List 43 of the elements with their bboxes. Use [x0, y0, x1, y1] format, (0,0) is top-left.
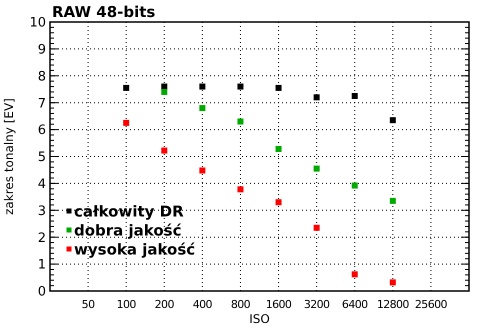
point [314, 94, 320, 100]
point [123, 84, 130, 91]
x-tick-label: 6400 [342, 298, 368, 311]
point [352, 271, 358, 278]
y-tick-label: 9 [38, 42, 46, 58]
y-tick-label: 6 [38, 123, 46, 138]
y-tick-label: 4 [38, 176, 46, 192]
point [352, 92, 358, 99]
point [276, 84, 282, 91]
y-tick-label: 2 [38, 230, 46, 246]
x-tick-label: 100 [116, 298, 136, 311]
point [390, 117, 396, 124]
x-tick-label: 200 [154, 298, 174, 311]
y-tick-label: 5 [38, 150, 46, 166]
x-tick-label: 25600 [414, 298, 448, 311]
point [390, 279, 396, 286]
y-tick-label: 7 [38, 96, 46, 112]
point [199, 84, 206, 90]
y-tick-label: 0 [38, 284, 46, 300]
x-axis-title: ISO [249, 312, 270, 326]
x-tick-label: 12800 [376, 298, 410, 311]
x-tick-label: 800 [230, 298, 251, 311]
y-tick-label: 10 [29, 16, 46, 31]
y-tick-label: 3 [38, 204, 46, 219]
point [237, 84, 244, 90]
y-axis-title: zakres tonalny [EV] [2, 98, 16, 215]
legend-label: dobra jakość [74, 221, 182, 240]
y-tick-label: 1 [38, 258, 46, 273]
point [237, 186, 244, 192]
x-tick-label: 3200 [304, 298, 330, 311]
point [161, 148, 168, 154]
legend-label: wysoka jakość [74, 240, 196, 258]
point [161, 84, 168, 90]
y-tick-label: 8 [38, 69, 46, 84]
x-tick-label: 1600 [266, 298, 292, 311]
chart-title: RAW 48-bits [52, 3, 156, 21]
point [123, 120, 130, 126]
point [276, 199, 282, 206]
x-tick-label: 400 [192, 298, 213, 311]
x-tick-label: 50 [82, 298, 96, 311]
point [199, 167, 206, 174]
point [314, 224, 320, 231]
legend-label: całkowity DR [74, 202, 184, 220]
